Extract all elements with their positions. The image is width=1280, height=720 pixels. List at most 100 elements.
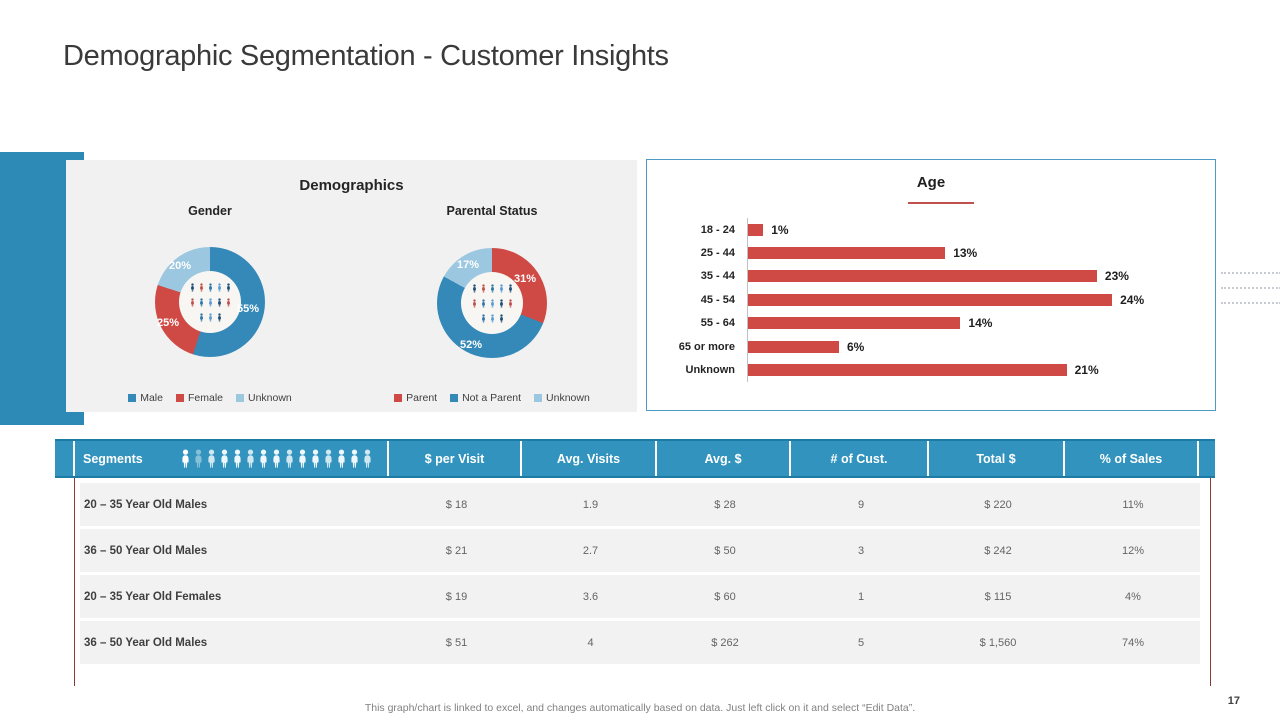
person-icon bbox=[338, 449, 345, 468]
bar-area: 21% bbox=[747, 358, 1205, 382]
person-icon bbox=[190, 282, 194, 292]
slice-label: 52% bbox=[460, 339, 483, 351]
person-icon bbox=[234, 449, 241, 468]
person-icon bbox=[481, 313, 485, 323]
person-icon bbox=[226, 297, 230, 307]
person-icon bbox=[481, 283, 485, 293]
header-cap bbox=[1197, 441, 1215, 476]
table-row: 36 – 50 Year Old Males $ 21 2.7 $ 50 3 $ 242 1… bbox=[80, 529, 1200, 572]
legend-swatch-icon bbox=[128, 394, 137, 402]
people-icons bbox=[461, 272, 523, 334]
column-header: % of Sales bbox=[1063, 441, 1197, 476]
value-cell: 11% bbox=[1122, 498, 1144, 511]
bar-category-label: 35 - 44 bbox=[700, 270, 735, 283]
person-icon bbox=[208, 449, 215, 468]
person-icon bbox=[199, 282, 203, 292]
bar bbox=[748, 247, 946, 260]
person-icon bbox=[273, 449, 280, 468]
parental-chart-title: Parental Status bbox=[446, 204, 538, 218]
legend-item: Male bbox=[128, 392, 163, 404]
person-icon bbox=[472, 283, 476, 293]
value-cell: 3 bbox=[857, 544, 865, 557]
bar-category-label: 18 - 24 bbox=[700, 223, 735, 236]
page-number: 17 bbox=[1227, 695, 1240, 707]
gender-donut-chart[interactable]: 55% 25% 20% bbox=[155, 247, 265, 357]
column-header-segments: Segments bbox=[73, 441, 387, 476]
person-icon bbox=[299, 449, 306, 468]
bar bbox=[748, 223, 764, 236]
table-row: 20 – 35 Year Old Females $ 19 3.6 $ 60 1 $ 11… bbox=[80, 575, 1200, 618]
age-chart-title: Age bbox=[916, 174, 946, 191]
legend-item: Unknown bbox=[534, 392, 590, 404]
segment-name-cell: 36 – 50 Year Old Males bbox=[84, 544, 208, 557]
value-cell: 1.9 bbox=[582, 498, 599, 511]
bar-row: 65 or more 6% bbox=[659, 334, 1205, 359]
value-cell: 5 bbox=[857, 636, 865, 649]
segments-table[interactable]: 20 – 35 Year Old Males $ 18 1.9 $ 28 9 $ 220 1… bbox=[80, 483, 1200, 667]
value-cell: $ 220 bbox=[984, 498, 1012, 511]
people-icons bbox=[179, 271, 241, 333]
column-header: Total $ bbox=[927, 441, 1063, 476]
value-cell: $ 51 bbox=[445, 636, 468, 649]
bar-row: 25 - 44 13% bbox=[659, 241, 1205, 265]
value-cell: 4% bbox=[1125, 590, 1141, 603]
table-row: 36 – 50 Year Old Males $ 51 4 $ 262 5 $ 1,560… bbox=[80, 621, 1200, 664]
demographics-panel-title: Demographics bbox=[299, 177, 404, 194]
bar-category-label: 45 - 54 bbox=[700, 293, 735, 306]
bar bbox=[748, 270, 1097, 283]
bar bbox=[748, 293, 1113, 306]
gender-legend: Male Female Unknown bbox=[66, 392, 354, 404]
bar-row: 55 - 64 14% bbox=[659, 311, 1205, 335]
person-icon bbox=[260, 449, 267, 468]
demographics-panel[interactable]: Demographics Gender Parental Status 55% … bbox=[66, 160, 637, 412]
person-icon bbox=[472, 298, 476, 308]
bar-value-label: 23% bbox=[1104, 269, 1129, 284]
people-icons bbox=[180, 449, 373, 468]
value-cell: 3.6 bbox=[582, 590, 599, 603]
bar-area: 14% bbox=[747, 311, 1205, 335]
value-cell: 4 bbox=[587, 636, 594, 649]
dotted-divider bbox=[1221, 287, 1280, 289]
person-icon bbox=[221, 449, 228, 468]
age-title-underline bbox=[908, 202, 974, 204]
dotted-divider bbox=[1221, 272, 1280, 274]
legend-swatch-icon bbox=[534, 394, 543, 402]
person-icon bbox=[351, 449, 358, 468]
column-header: Avg. Visits bbox=[520, 441, 655, 476]
bar bbox=[748, 317, 961, 330]
age-chart-panel[interactable]: Age 18 - 24 1% 25 - 44 13% 35 - 44 23% 45 - 54… bbox=[646, 159, 1216, 411]
column-header: # of Cust. bbox=[789, 441, 927, 476]
person-icon bbox=[499, 283, 503, 293]
value-cell: $ 50 bbox=[714, 544, 736, 557]
bar-row: 35 - 44 23% bbox=[659, 264, 1205, 289]
column-header: Avg. $ bbox=[655, 441, 789, 476]
legend-swatch-icon bbox=[394, 394, 403, 402]
slice-label: 17% bbox=[457, 259, 480, 271]
person-icon bbox=[508, 283, 512, 293]
value-cell: $ 262 bbox=[711, 636, 739, 649]
value-cell: $ 21 bbox=[445, 544, 468, 557]
bar-area: 23% bbox=[747, 264, 1205, 289]
legend-swatch-icon bbox=[236, 394, 244, 402]
person-icon bbox=[199, 297, 203, 307]
value-cell: 2.7 bbox=[582, 544, 599, 557]
bar-value-label: 6% bbox=[847, 339, 865, 354]
bar-value-label: 14% bbox=[968, 316, 993, 331]
value-cell: $ 60 bbox=[714, 590, 736, 603]
person-icon bbox=[499, 313, 503, 323]
parental-legend: Parent Not a Parent Unknown bbox=[348, 392, 636, 404]
table-row: 20 – 35 Year Old Males $ 18 1.9 $ 28 9 $ 220 1… bbox=[80, 483, 1200, 526]
person-icon bbox=[499, 298, 503, 308]
segment-name-cell: 20 – 35 Year Old Females bbox=[84, 590, 222, 603]
person-icon bbox=[217, 297, 221, 307]
gender-chart-title: Gender bbox=[188, 204, 232, 218]
bar-category-label: Unknown bbox=[685, 364, 736, 377]
bar bbox=[748, 340, 839, 353]
header-cap bbox=[55, 441, 73, 476]
person-icon bbox=[247, 449, 254, 468]
bar-value-label: 13% bbox=[953, 246, 978, 261]
parental-donut-chart[interactable]: 31% 52% 17% bbox=[437, 248, 547, 358]
bar-area: 13% bbox=[747, 241, 1205, 265]
bar-row: 45 - 54 24% bbox=[659, 288, 1205, 312]
